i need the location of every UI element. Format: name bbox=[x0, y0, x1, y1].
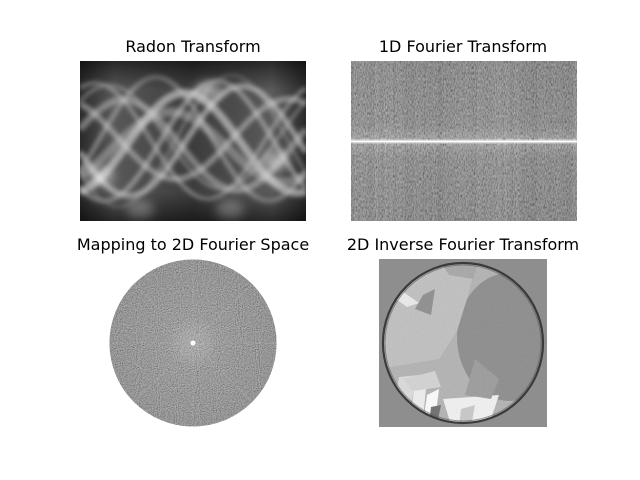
fourier-2d-svg bbox=[109, 259, 277, 427]
reconstruction-svg bbox=[379, 259, 547, 427]
radon-svg bbox=[80, 61, 306, 221]
fourier-1d-svg bbox=[351, 61, 577, 221]
panel-title-fourier-2d: Mapping to 2D Fourier Space bbox=[76, 235, 310, 254]
panel-title-inverse: 2D Inverse Fourier Transform bbox=[346, 235, 580, 254]
reconstruction-image bbox=[379, 259, 547, 427]
panel-title-fourier-1d: 1D Fourier Transform bbox=[378, 37, 548, 56]
fourier-2d-image bbox=[109, 259, 277, 427]
radon-image bbox=[80, 61, 306, 221]
panel-title-radon: Radon Transform bbox=[125, 37, 261, 56]
fourier-1d-image bbox=[351, 61, 577, 221]
